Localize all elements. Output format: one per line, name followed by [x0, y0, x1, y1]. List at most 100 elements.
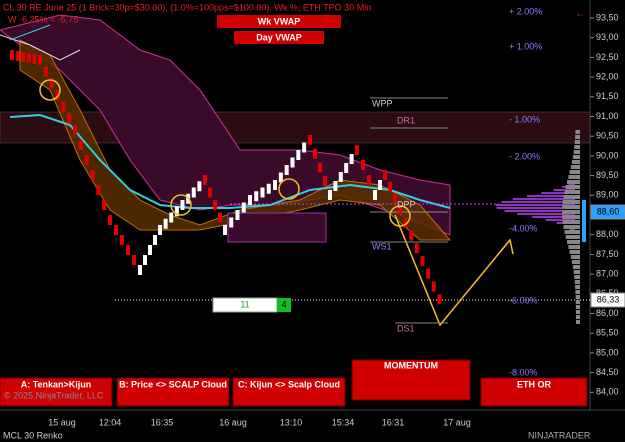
- price-marker: [590, 204, 625, 220]
- renko-brick: [208, 187, 212, 198]
- percent-label: - 2.00%: [509, 151, 540, 161]
- renko-brick: [383, 170, 387, 180]
- renko-brick: [203, 175, 207, 185]
- price-marker-label: 88,60: [597, 206, 620, 216]
- time-label: 15:34: [332, 417, 355, 427]
- renko-brick: [143, 255, 147, 265]
- weekly-change: W -6,25% = -5,75: [8, 14, 78, 24]
- signal-label: MOMENTUM: [384, 360, 438, 370]
- signal-button[interactable]: [351, 359, 471, 401]
- renko-brick: [138, 265, 142, 275]
- signal-button[interactable]: [116, 377, 230, 407]
- renko-brick: [414, 243, 419, 254]
- renko-brick: [120, 235, 124, 245]
- signal-button[interactable]: [232, 377, 346, 407]
- renko-brick: [284, 165, 289, 175]
- renko-brick: [388, 181, 392, 192]
- position-count: 4: [281, 299, 286, 309]
- renko-brick: [355, 145, 359, 155]
- day-vwap-button[interactable]: [234, 31, 324, 44]
- wk-vwap-button[interactable]: [217, 15, 341, 28]
- price-label: 92,50: [596, 52, 619, 62]
- brand: NINJATRADER: [528, 430, 591, 440]
- renko-brick: [108, 215, 112, 225]
- profile-bar: [562, 200, 580, 204]
- renko-brick: [235, 210, 240, 220]
- price-marker-label: 86,33: [597, 294, 620, 304]
- profile-bar: [567, 240, 580, 244]
- orange-cloud: [19, 39, 452, 241]
- renko-brick: [174, 206, 179, 217]
- renko-brick: [163, 218, 168, 229]
- profile-bar: [504, 210, 575, 212]
- price-marker: [590, 292, 625, 308]
- price-label: 89,00: [596, 190, 619, 200]
- renko-brick: [308, 135, 312, 145]
- renko-brick: [403, 217, 408, 228]
- profile-bar: [575, 305, 580, 309]
- renko-brick: [260, 187, 265, 198]
- level-label: DPP: [397, 199, 416, 209]
- renko-brick: [148, 245, 152, 255]
- time-label: 12:04: [99, 417, 122, 427]
- time-label: 17 aug: [443, 417, 471, 427]
- percent-label: + 1.00%: [509, 41, 542, 51]
- renko-brick: [126, 245, 130, 255]
- level-label: DS1: [397, 323, 415, 333]
- profile-bar: [574, 145, 580, 149]
- percent-label: + 2.00%: [509, 6, 542, 16]
- renko-brick: [296, 150, 301, 160]
- level-label: WS1: [372, 241, 392, 251]
- price-label: 91,00: [596, 111, 619, 121]
- renko-brick: [344, 163, 349, 173]
- renko-brick: [398, 205, 402, 215]
- percent-label: -4.00%: [509, 223, 538, 233]
- price-label: 85,50: [596, 328, 619, 338]
- renko-brick: [437, 294, 442, 305]
- profile-bar: [568, 175, 580, 179]
- renko-brick: [254, 191, 259, 202]
- projection-line: [394, 214, 511, 327]
- profile-bar: [573, 270, 580, 274]
- renko-brick: [102, 200, 107, 210]
- time-label: 16:31: [382, 417, 405, 427]
- position-qty: 11: [240, 299, 249, 309]
- profile-bar: [501, 201, 575, 203]
- resistance-zone: [0, 111, 591, 144]
- magenta-cloud: [0, 14, 451, 236]
- profile-bar: [572, 265, 580, 269]
- time-label: 13:10: [280, 417, 303, 427]
- profile-bar: [575, 315, 580, 319]
- wk-vwap-label: Wk VWAP: [258, 16, 301, 26]
- renko-brick: [290, 157, 295, 168]
- renko-brick: [218, 212, 222, 223]
- renko-brick: [248, 195, 252, 205]
- profile-bar: [575, 300, 580, 304]
- profile-bar: [565, 235, 580, 239]
- renko-brick: [302, 142, 307, 153]
- renko-brick: [338, 172, 343, 182]
- renko-brick: [313, 148, 317, 159]
- projection-arrow: [499, 238, 514, 255]
- profile-bar: [567, 180, 580, 184]
- renko-brick: [78, 140, 83, 150]
- renko-brick: [373, 190, 377, 200]
- signal-button[interactable]: [0, 377, 113, 407]
- renko-brick: [169, 212, 174, 223]
- renko-brick: [67, 113, 72, 124]
- profile-bar: [570, 255, 580, 259]
- renko-brick: [367, 175, 371, 185]
- signal-button[interactable]: [480, 377, 588, 407]
- price-label: 87,50: [596, 249, 619, 259]
- position-box-count: [277, 298, 291, 312]
- back-arrow[interactable]: ←: [576, 8, 585, 18]
- signal-circle: [170, 194, 192, 216]
- price-label: 89,50: [596, 170, 619, 180]
- profile-bar: [564, 230, 580, 234]
- signal-label: C: Kijun <> Scalp Cloud: [238, 379, 340, 389]
- renko-brick: [61, 101, 66, 112]
- profile-bar: [564, 190, 580, 194]
- profile-bar: [541, 192, 575, 194]
- profile-bar: [569, 170, 580, 174]
- time-label: 16:35: [151, 417, 174, 427]
